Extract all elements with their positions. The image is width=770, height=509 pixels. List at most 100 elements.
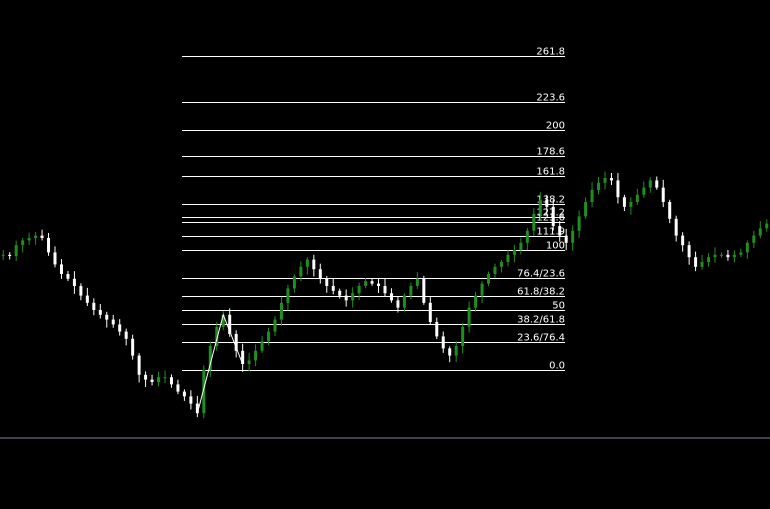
candle [279,296,283,327]
candle [732,250,736,263]
candle [66,270,70,282]
candle [305,257,309,275]
candle [467,301,471,333]
candle [661,179,665,208]
swing-zigzag [196,313,244,414]
candle [402,293,406,312]
candle [739,248,743,257]
candle [118,319,122,336]
candle [137,353,141,383]
candle [189,390,193,410]
candle [396,296,400,313]
candle [331,278,335,295]
candle [59,259,63,279]
candle [577,210,581,238]
candle [745,240,749,259]
candle [92,298,96,316]
candle [27,232,31,245]
candle [47,233,51,256]
candle [124,328,128,346]
fib-level-label: 127.2 [536,208,565,219]
fib-level-label: 23.6/76.4 [517,333,565,344]
candle [538,192,542,221]
candle [765,219,769,232]
candle [389,288,393,303]
candle [318,263,322,284]
candle [260,335,264,353]
candle [648,177,652,193]
candle [215,322,219,351]
candle [474,291,478,312]
candle [182,389,186,401]
candle [144,371,148,387]
fib-level-label: 261.8 [536,47,565,58]
fib-level-label: 111.9 [536,227,565,238]
candle [642,181,646,198]
candle [14,240,18,262]
candle [299,261,303,282]
candle [40,229,44,241]
candle [441,331,445,353]
candle [370,278,374,286]
candle [506,250,510,267]
candle [85,287,89,306]
candle [292,274,296,293]
candle [687,241,691,265]
fib-level-label: 178.6 [536,147,565,158]
candle [726,249,730,261]
candle [111,314,115,328]
candle [364,278,368,289]
candle [357,282,361,301]
candle [176,379,180,395]
candle [635,188,639,205]
fib-level-label: 138.2 [536,195,565,206]
candle [163,370,167,384]
candle [338,288,342,299]
fib-level-label: 0.0 [549,361,565,372]
candle [461,322,465,354]
candle [1,249,5,261]
candle [493,263,497,278]
candle [597,176,601,195]
candle [79,283,83,301]
candle [195,395,199,418]
candle [435,317,439,340]
candle [752,230,756,249]
candle [480,281,484,303]
candle [344,289,348,307]
fib-level-label: 161.8 [536,167,565,178]
candle [655,176,659,190]
candle [629,197,633,215]
candle [131,334,135,360]
candle [571,225,575,251]
candle [622,194,626,212]
fib-level-label: 38.2/61.8 [517,315,565,326]
candle [34,231,38,245]
candle [668,199,672,224]
candle [377,278,381,293]
candle [512,244,516,263]
candle [202,365,206,419]
candle [499,259,503,273]
candle [584,197,588,219]
candle [609,172,613,186]
candle [325,276,329,293]
candle [208,341,212,378]
fib-level-label: 76.4/23.6 [517,269,565,280]
candle [422,275,426,305]
candle [713,247,717,263]
candle [558,221,562,242]
candle [454,341,458,363]
candle [603,171,607,190]
candle [98,303,102,319]
candle [21,237,25,253]
candle [247,352,251,372]
candle [254,344,258,367]
candle [234,330,238,358]
candle [532,208,536,236]
candle [273,316,277,336]
candle [616,173,620,204]
